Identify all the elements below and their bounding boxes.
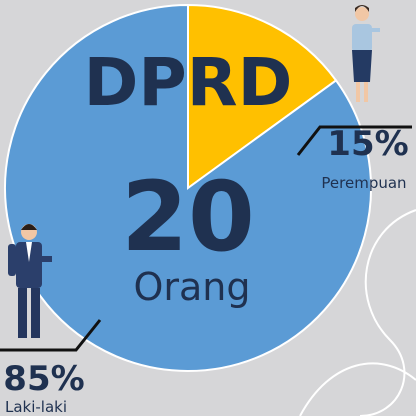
chart: DPRD 20 Orang 15% Perempuan 85% Laki-lak… <box>0 0 416 416</box>
total: 20 <box>121 161 255 273</box>
category-label: Laki-laki <box>5 398 67 416</box>
value-label: 85% <box>3 359 84 399</box>
category-label: Perempuan <box>321 174 406 192</box>
value-label: 15% <box>327 124 408 164</box>
chart-title: DPRD <box>84 44 293 121</box>
total-unit: Orang <box>133 265 250 309</box>
